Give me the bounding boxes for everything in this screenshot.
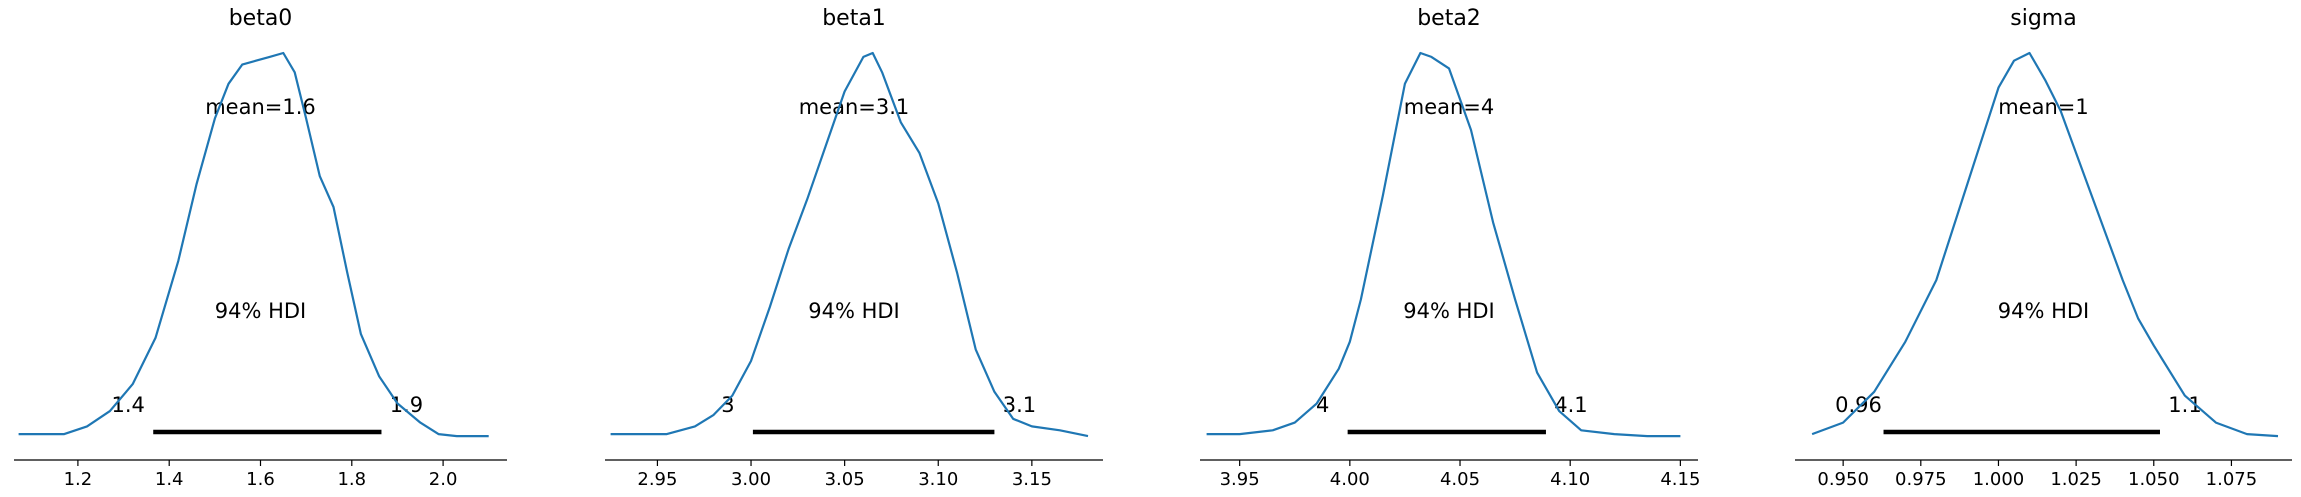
mean-label: mean=3.1 bbox=[799, 95, 910, 119]
hdi-label: 94% HDI bbox=[808, 299, 900, 323]
hdi-high-label: 1.9 bbox=[390, 393, 423, 417]
x-tick-label: 3.10 bbox=[918, 469, 958, 490]
x-tick-label: 0.975 bbox=[1895, 469, 1947, 490]
panel-beta1: beta1 mean=3.1 94% HDI 3 3.1 2.95 3.00 3.0… bbox=[605, 6, 1103, 490]
panel-title: beta1 bbox=[822, 6, 886, 31]
x-tick-label: 1.8 bbox=[337, 469, 366, 490]
x-tick-label: 3.95 bbox=[1220, 469, 1260, 490]
panel-title: beta0 bbox=[229, 6, 293, 31]
x-tick-label: 0.950 bbox=[1817, 469, 1869, 490]
hdi-low-label: 0.96 bbox=[1835, 393, 1882, 417]
x-tick-label: 2.95 bbox=[637, 469, 677, 490]
hdi-low-label: 1.4 bbox=[112, 393, 145, 417]
mean-label: mean=1 bbox=[1998, 95, 2089, 119]
panel-sigma: sigma mean=1 94% HDI 0.96 1.1 0.950 0.975… bbox=[1795, 6, 2292, 490]
density-curve bbox=[18, 51, 489, 438]
panel-beta0: beta0 mean=1.6 94% HDI 1.4 1.9 1.2 1.4 1.6… bbox=[14, 6, 507, 490]
x-tick-label: 1.2 bbox=[64, 469, 93, 490]
x-tick-label: 2.0 bbox=[429, 469, 458, 490]
x-tick-label: 1.025 bbox=[2050, 469, 2102, 490]
x-tick-label: 1.075 bbox=[2206, 469, 2258, 490]
density-curve bbox=[1206, 51, 1681, 438]
hdi-label: 94% HDI bbox=[1998, 299, 2090, 323]
x-tick-label: 1.000 bbox=[1973, 469, 2025, 490]
x-tick-label: 4.05 bbox=[1440, 469, 1480, 490]
mean-label: mean=4 bbox=[1404, 95, 1495, 119]
hdi-high-label: 4.1 bbox=[1554, 393, 1587, 417]
x-tick-label: 4.10 bbox=[1550, 469, 1590, 490]
hdi-low-label: 3 bbox=[721, 393, 734, 417]
x-tick-label: 1.4 bbox=[155, 469, 184, 490]
x-tick-label: 1.050 bbox=[2128, 469, 2180, 490]
x-tick-label: 3.05 bbox=[825, 469, 865, 490]
x-tick-label: 3.15 bbox=[1012, 469, 1052, 490]
panel-title: beta2 bbox=[1417, 6, 1481, 31]
density-curve bbox=[1811, 51, 2279, 438]
panel-title: sigma bbox=[2010, 6, 2076, 31]
x-tick-label: 3.00 bbox=[731, 469, 771, 490]
x-tick-label: 1.6 bbox=[246, 469, 275, 490]
panel-beta2: beta2 mean=4 94% HDI 4 4.1 3.95 4.00 4.05 4… bbox=[1200, 6, 1700, 490]
hdi-low-label: 4 bbox=[1316, 393, 1329, 417]
hdi-label: 94% HDI bbox=[1403, 299, 1495, 323]
density-curve bbox=[610, 51, 1089, 438]
x-tick-label: 4.15 bbox=[1660, 469, 1700, 490]
hdi-high-label: 3.1 bbox=[1003, 393, 1036, 417]
hdi-label: 94% HDI bbox=[215, 299, 307, 323]
x-tick-label: 4.00 bbox=[1330, 469, 1370, 490]
